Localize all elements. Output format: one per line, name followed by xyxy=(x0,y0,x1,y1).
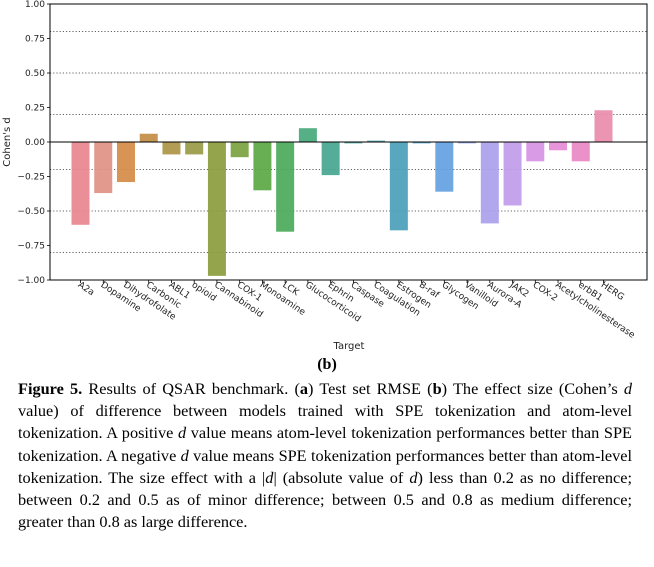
caption-text: value means atom-level tokenization perf… xyxy=(18,423,632,465)
caption-d-symbol: d xyxy=(409,467,418,487)
caption-panel-a: a xyxy=(299,379,309,398)
y-tick-label: 0.25 xyxy=(25,104,45,114)
y-axis-title: Cohen's d xyxy=(2,117,13,166)
bar xyxy=(526,142,545,162)
bar xyxy=(503,142,522,206)
y-tick-label: 0.50 xyxy=(25,69,45,79)
bar xyxy=(412,142,431,144)
caption-panel-b: b xyxy=(432,379,442,398)
bar xyxy=(116,142,135,183)
x-axis-title: Target xyxy=(333,341,365,352)
bar xyxy=(276,142,295,232)
y-tick-label: −0.75 xyxy=(17,242,45,252)
y-tick-label: 0.00 xyxy=(25,138,45,148)
gridlines xyxy=(50,31,647,253)
bar xyxy=(253,142,272,191)
bar xyxy=(298,128,317,142)
bar xyxy=(230,142,249,158)
y-tick-label: 1.00 xyxy=(25,0,45,10)
bar xyxy=(344,142,363,144)
bar xyxy=(435,142,454,192)
bar xyxy=(94,142,113,194)
bar xyxy=(367,140,386,142)
caption-text: ) The effect size (Cohen’s xyxy=(441,379,624,398)
figure-caption: Figure 5. Results of QSAR benchmark. (a)… xyxy=(18,378,632,533)
y-axis-ticks: −1.00 −0.75 −0.50 −0.25 0.00 0.25 0.50 0.75 1.00 xyxy=(17,0,50,286)
x-tick-label: A2a xyxy=(76,280,96,298)
x-tick-label: COX-2 xyxy=(531,280,559,304)
caption-d-symbol: d xyxy=(178,423,187,443)
y-tick-label: −0.50 xyxy=(17,207,45,217)
caption-text: value) of difference between models trai… xyxy=(18,401,632,443)
caption-text: | (absolute value of xyxy=(273,467,410,487)
caption-text: value means SPE tokenization performance… xyxy=(18,445,633,487)
y-tick-label: −0.25 xyxy=(17,173,45,183)
bar xyxy=(185,142,204,155)
y-tick-label: 0.75 xyxy=(25,35,45,45)
caption-label: Figure 5. xyxy=(18,379,83,398)
bar xyxy=(71,142,90,225)
bar xyxy=(458,142,477,144)
caption-text: ) Test set RMSE ( xyxy=(308,379,433,398)
bar xyxy=(480,142,499,224)
bar xyxy=(139,133,158,142)
bar xyxy=(549,142,568,151)
bar xyxy=(389,142,408,231)
caption-d-symbol: d xyxy=(265,467,274,487)
x-tick-label: opioid xyxy=(190,280,218,304)
x-axis-ticks: A2a DopamineDihydrofolateCarbonicABL1opio… xyxy=(76,280,637,341)
bar xyxy=(594,110,613,142)
cohens-d-bar-chart: −1.00 −0.75 −0.50 −0.25 0.00 0.25 0.50 0.75 1.00… xyxy=(2,0,648,352)
bars xyxy=(71,110,613,276)
caption-d-symbol: d xyxy=(180,445,189,465)
x-tick-label: HERG xyxy=(599,280,626,303)
caption-text: ) less than 0.2 as no difference; betwee… xyxy=(18,467,633,532)
caption-d-symbol: d xyxy=(623,379,632,398)
caption-text: Results of QSAR benchmark. ( xyxy=(82,379,300,398)
bar xyxy=(321,142,340,176)
bar xyxy=(207,142,226,276)
bar xyxy=(571,142,590,162)
y-tick-label: −1.00 xyxy=(17,276,45,286)
bar xyxy=(162,142,181,155)
panel-label: (b) xyxy=(317,356,337,373)
